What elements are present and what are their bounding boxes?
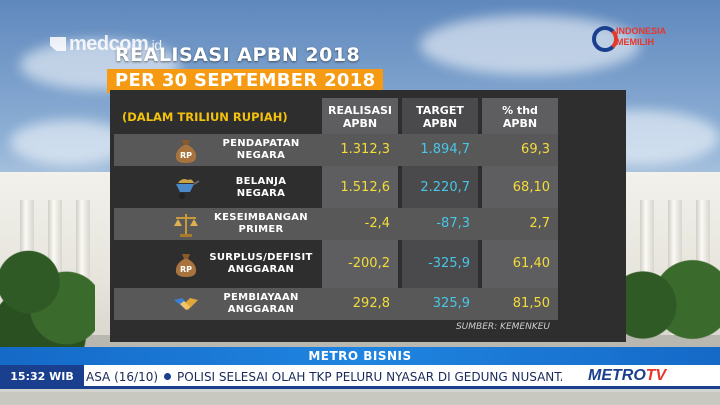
- header-target: TARGET APBN: [416, 104, 464, 130]
- row-label: PENDAPATAN NEGARA: [222, 138, 300, 161]
- source-note: SUMBER: KEMENKEU: [455, 322, 550, 332]
- cell-pct: 2,7: [529, 216, 550, 231]
- wheelbarrow-icon: [176, 179, 200, 199]
- graphic-title: REALISASI APBN 2018: [115, 44, 361, 66]
- svg-text:RP: RP: [180, 265, 192, 274]
- cell-pct: 81,50: [512, 296, 550, 311]
- indonesia-memilih-mark-icon: [592, 26, 618, 52]
- row-label: BELANJA NEGARA: [235, 176, 287, 199]
- cell-pct: 68,10: [512, 180, 550, 195]
- bottom-strip: [0, 392, 720, 405]
- cell-pct: 69,3: [521, 142, 550, 157]
- cell-realisasi: -2,4: [364, 216, 390, 231]
- news-ticker: 15:32 WIB ASA (16/10) POLISI SELESAI OLAH…: [0, 365, 720, 389]
- cell-target: -87,3: [436, 216, 470, 231]
- indonesia-memilih-logo: INDONESIA MEMILIH: [592, 22, 674, 58]
- cell-realisasi: -200,2: [348, 256, 390, 271]
- program-name-bar: METRO BISNIS: [0, 347, 720, 365]
- cell-realisasi: 1.512,6: [340, 180, 390, 195]
- row-label: KESEIMBANGAN PRIMER: [214, 212, 308, 235]
- handshake-icon: [174, 298, 198, 310]
- medcom-mark-icon: [50, 37, 66, 51]
- row-label: SURPLUS/DEFISIT ANGGARAN: [209, 252, 313, 275]
- bullet-icon: [164, 373, 172, 380]
- header-pct: % thd APBN: [502, 104, 538, 130]
- medcom-logo: medcom.id: [50, 33, 162, 56]
- clock: 15:32 WIB: [0, 365, 84, 389]
- cell-realisasi: 292,8: [352, 296, 390, 311]
- scale-icon: [174, 214, 198, 237]
- apbn-table-panel: (DALAM TRILIUN RUPIAH) REALISASI APBN TAR…: [110, 90, 626, 342]
- cell-pct: 61,40: [512, 256, 550, 271]
- ticker-text: ASA (16/10) POLISI SELESAI OLAH TKP PELUR…: [86, 370, 562, 384]
- cell-target: 325,9: [432, 296, 470, 311]
- row-label: PEMBIAYAAN ANGGARAN: [223, 292, 299, 315]
- svg-text:RP: RP: [180, 151, 192, 160]
- cell-target: -325,9: [428, 256, 470, 271]
- unit-note: (DALAM TRILIUN RUPIAH): [122, 110, 288, 124]
- cell-target: 2.220,7: [420, 180, 470, 195]
- money-bag-icon: RP: [175, 140, 197, 163]
- cell-realisasi: 1.312,3: [340, 142, 390, 157]
- metrotv-logo: METROTV: [588, 367, 667, 384]
- header-realisasi: REALISASI APBN: [327, 104, 393, 130]
- money-bag-icon: RP: [175, 254, 197, 277]
- cell-target: 1.894,7: [420, 142, 470, 157]
- graphic-subtitle: PER 30 SEPTEMBER 2018: [107, 69, 384, 93]
